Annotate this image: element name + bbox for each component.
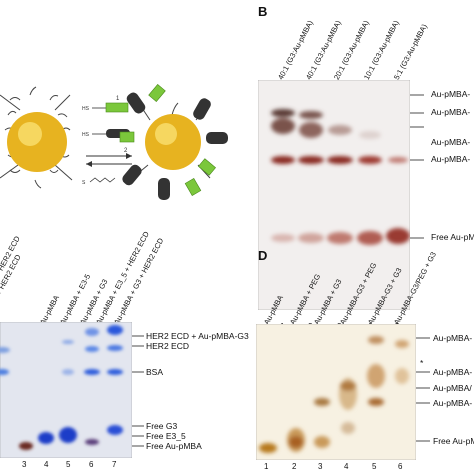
band-label: Au-pMBA- [433, 398, 473, 408]
lane-number: 6 [398, 462, 403, 471]
scheme-illustration: HS 1 HS 2 S [0, 84, 228, 200]
svg-text:S: S [82, 180, 86, 186]
band-label: BSA [146, 367, 164, 377]
lane-number: 5 [66, 460, 71, 469]
band-label: Free Au-pMBA [431, 232, 474, 242]
panel-b-lane-label: 5:1 (G3:Au-pMBA) [392, 22, 429, 82]
svg-text:2: 2 [124, 148, 128, 154]
lane-number: 5 [372, 462, 377, 471]
panel-b-label-ticks [410, 94, 424, 239]
band-label: Au-pMBA- [431, 137, 471, 147]
lane-number: 4 [344, 462, 349, 471]
svg-text:HS: HS [82, 132, 90, 138]
panel-d-gel [256, 324, 416, 460]
panel-c-gel [0, 322, 132, 458]
band-label: Au-pMBA- [431, 154, 471, 164]
lane-number: 4 [44, 460, 49, 469]
panel-c-label-ticks [132, 335, 144, 447]
nanoparticle-right [119, 84, 228, 200]
lane-number: 3 [22, 460, 27, 469]
panel-d-label-ticks [416, 337, 430, 442]
band-label: Au-pMBA- [431, 89, 471, 99]
panel-b-gel [258, 80, 410, 310]
band-label: Free Au-pMBA [433, 436, 474, 446]
lane-number: 2 [292, 462, 297, 471]
panel-b-letter: B [258, 4, 268, 19]
band-label: Au-pMBA- [431, 107, 471, 117]
asterisk-marker: * [420, 358, 424, 368]
panel-d-letter: D [258, 248, 268, 263]
lane-number: 6 [89, 460, 94, 469]
legend-ligands: HS 1 HS 2 S [82, 96, 132, 186]
band-label: Free Au-pMBA [146, 441, 202, 451]
band-label: Au-pMBA- [433, 333, 473, 343]
band-label: Au-pMBA/ [433, 383, 472, 393]
band-label: Au-pMBA- [433, 367, 473, 377]
nanoparticle-left [0, 86, 73, 189]
band-label: HER2 ECD [146, 341, 189, 351]
lane-number: 3 [318, 462, 323, 471]
band-label: Free G3 [146, 421, 178, 431]
lane-number: 1 [264, 462, 269, 471]
svg-text:1: 1 [116, 96, 120, 102]
lane-number: 7 [112, 460, 117, 469]
band-label: HER2 ECD + Au-pMBA-G3 [146, 331, 249, 341]
svg-text:HS: HS [82, 106, 90, 112]
panel-d-gel-background [256, 324, 416, 460]
band-label: Free E3_5 [146, 431, 186, 441]
